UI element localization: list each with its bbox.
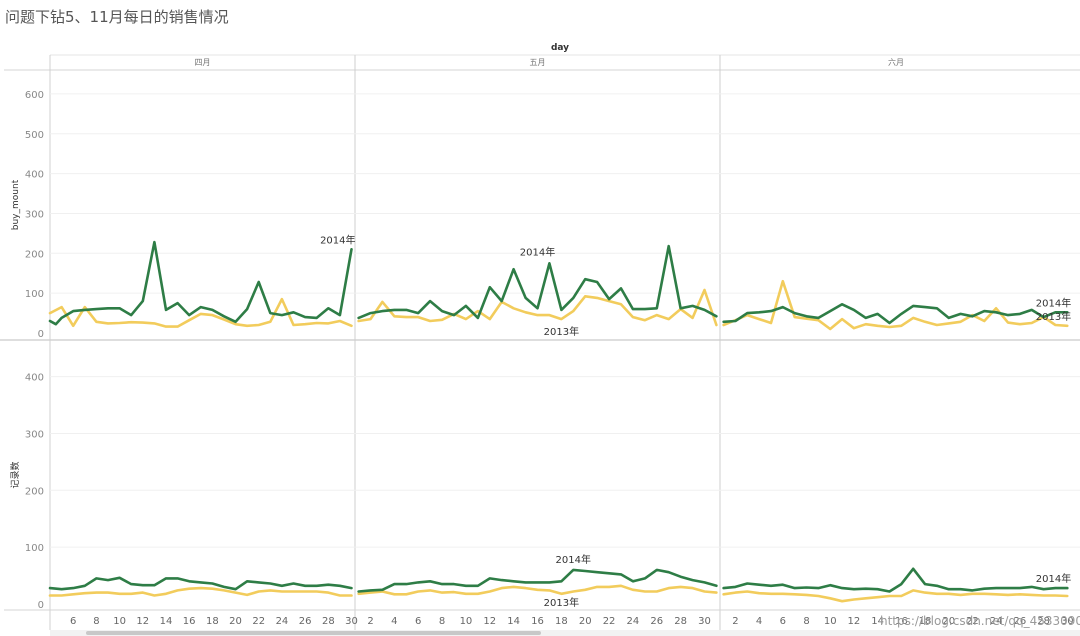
x-tick-label: 16 [183, 616, 196, 627]
x-tick-label: 22 [603, 616, 616, 627]
x-tick-label: 18 [919, 616, 932, 627]
x-tick-label: 28 [1037, 616, 1050, 627]
series-line-2013 [48, 586, 353, 597]
x-tick-label: 16 [531, 616, 544, 627]
series-label: 2013年 [544, 596, 579, 609]
series-line-2013 [357, 288, 718, 327]
watermark: https://blog.csdn.net/qq_45330902 [880, 614, 1080, 628]
x-tick-label: 12 [483, 616, 496, 627]
y-tick-label: 100 [25, 289, 44, 300]
y-axis-label: buy_mount [11, 179, 21, 230]
x-tick-label: 20 [942, 616, 955, 627]
x-tick-label: 6 [415, 616, 421, 627]
x-tick-label: 8 [439, 616, 445, 627]
x-tick-label: 30 [698, 616, 711, 627]
x-tick-label: 30 [1061, 616, 1074, 627]
y-tick-label: 300 [25, 209, 44, 220]
y-tick-label: 400 [25, 373, 44, 384]
y-tick-label: 600 [25, 90, 44, 101]
y-tick-label: 200 [25, 486, 44, 497]
x-tick-label: 10 [824, 616, 837, 627]
series-line-2013 [722, 279, 1069, 331]
x-tick-label: 4 [756, 616, 762, 627]
x-tick-label: 28 [674, 616, 687, 627]
series-line-2014 [722, 567, 1069, 593]
x-tick-label: 18 [555, 616, 568, 627]
y-tick-label: 400 [25, 170, 44, 181]
series-label: 2014年 [556, 553, 591, 566]
series-label: 2014年 [1036, 296, 1071, 309]
y-axis-label: 记录数 [9, 461, 21, 488]
x-tick-label: 12 [848, 616, 861, 627]
x-tick-label: 24 [627, 616, 640, 627]
x-tick-label: 30 [345, 616, 358, 627]
x-tick-label: 8 [803, 616, 809, 627]
x-tick-label: 12 [136, 616, 149, 627]
y-tick-label: 0 [38, 329, 44, 340]
series-line-2013 [722, 589, 1069, 603]
x-tick-label: 22 [966, 616, 979, 627]
series-label: 2013年 [1036, 310, 1071, 323]
x-tick-label: 22 [252, 616, 265, 627]
series-line-2014 [48, 240, 353, 326]
x-tick-label: 8 [93, 616, 99, 627]
x-tick-label: 14 [160, 616, 173, 627]
y-tick-label: 500 [25, 130, 44, 141]
x-tick-label: 10 [113, 616, 126, 627]
y-tick-label: 100 [25, 543, 44, 554]
series-line-2014 [722, 302, 1069, 325]
y-tick-label: 200 [25, 249, 44, 260]
y-tick-label: 300 [25, 429, 44, 440]
x-tick-label: 14 [507, 616, 520, 627]
x-tick-label: 2 [367, 616, 373, 627]
x-tick-label: 2 [732, 616, 738, 627]
column-header: day [551, 43, 569, 53]
x-tick-label: 6 [70, 616, 76, 627]
x-tick-label: 24 [276, 616, 289, 627]
x-tick-label: 18 [206, 616, 219, 627]
month-header: 六月 [888, 57, 904, 67]
series-label: 2014年 [520, 245, 555, 258]
series-line-2014 [357, 244, 718, 320]
y-tick-label: 0 [38, 600, 44, 611]
x-tick-label: 4 [391, 616, 397, 627]
x-tick-label: 24 [990, 616, 1003, 627]
x-tick-label: 26 [650, 616, 663, 627]
x-tick-label: 28 [322, 616, 335, 627]
series-label: 2014年 [320, 233, 355, 246]
x-tick-label: 20 [579, 616, 592, 627]
scrollbar-thumb[interactable] [86, 631, 541, 635]
month-header: 五月 [530, 58, 546, 67]
series-line-2013 [357, 584, 718, 596]
x-tick-label: 6 [780, 616, 786, 627]
x-tick-label: 10 [460, 616, 473, 627]
horizontal-scrollbar[interactable] [50, 630, 1080, 636]
chart-title: 问题下钻5、11月每日的销售情况 [5, 8, 229, 26]
x-tick-label: 26 [1013, 616, 1026, 627]
series-label: 2013年 [544, 325, 579, 338]
x-tick-label: 26 [299, 616, 312, 627]
month-header: 四月 [195, 58, 211, 67]
x-tick-label: 20 [229, 616, 242, 627]
x-tick-label: 14 [871, 616, 884, 627]
series-line-2013 [48, 297, 353, 328]
x-tick-label: 16 [895, 616, 908, 627]
series-line-2014 [48, 576, 353, 591]
series-line-2014 [357, 568, 718, 593]
series-label: 2014年 [1036, 572, 1071, 585]
